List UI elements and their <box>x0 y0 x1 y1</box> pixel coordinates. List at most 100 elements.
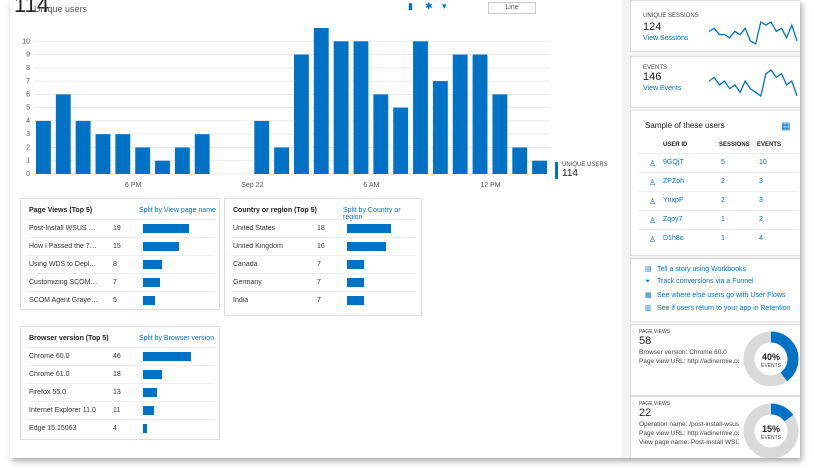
user-row[interactable]: ♙ Zqoy7 1 2 <box>639 210 799 229</box>
action-link[interactable]: ▤ Tell a story using Workbooks <box>645 265 746 273</box>
browser-card: Browser version (Top 5) Split by Browser… <box>20 326 220 440</box>
bar[interactable] <box>135 147 151 174</box>
user-id-link[interactable]: D1h8o <box>663 235 684 242</box>
grid-view-icon[interactable]: ▦ <box>781 121 791 132</box>
bar[interactable] <box>36 120 51 174</box>
bar[interactable] <box>55 94 71 174</box>
bar[interactable] <box>294 54 309 174</box>
user-icon: ♙ <box>649 235 657 244</box>
page_views-row-bar <box>143 296 156 305</box>
user-row[interactable]: ♙ 9GQjT 5 10 <box>639 153 799 172</box>
country-row[interactable]: Canada 7 <box>231 255 417 273</box>
bar[interactable] <box>512 147 528 174</box>
y-tick-label: 5 <box>26 105 30 112</box>
country-row[interactable]: India 7 <box>231 291 417 309</box>
page_views-row-value: 19 <box>113 225 121 232</box>
bar[interactable] <box>452 54 468 174</box>
sparkline-path <box>708 20 798 46</box>
page_views-row[interactable]: SCOM Agent Grayed O... 5 <box>27 291 215 309</box>
country-row[interactable]: United Kingdom 16 <box>231 237 417 255</box>
country-row-value: 16 <box>317 243 325 250</box>
donut-fill <box>743 403 799 458</box>
country-row-bar <box>347 296 365 305</box>
events-value: 146 <box>643 71 662 83</box>
split-by-page-name-link[interactable]: Split by View page name <box>139 207 216 214</box>
bar[interactable] <box>313 28 329 174</box>
browser-row[interactable]: Chrome 60.0 46 <box>27 347 215 365</box>
action-link[interactable]: ⏷ Track conversions via a Funnel <box>645 278 754 286</box>
page_views-row[interactable]: How I Passed the 70-53... 15 <box>27 237 215 255</box>
page_views-row[interactable]: Post-Install WSUS Conf... 19 <box>27 219 215 237</box>
page_views-row[interactable]: Using WDS to Deploy S... 8 <box>27 255 215 273</box>
bar[interactable] <box>155 160 170 174</box>
bar[interactable] <box>115 134 131 174</box>
user-events: 2 <box>759 216 763 223</box>
user-id-link[interactable]: Zqoy7 <box>663 216 683 223</box>
browser-row[interactable]: Chrome 61.0 18 <box>27 365 215 383</box>
bar[interactable] <box>393 107 409 174</box>
country-row[interactable]: Germany 7 <box>231 273 417 291</box>
user-id-link[interactable]: ZPZoh <box>663 178 685 185</box>
bar[interactable] <box>254 120 270 174</box>
browser-row-bar <box>143 388 157 397</box>
chart-options-icon[interactable]: ▮ <box>408 1 413 11</box>
browser-row-label: Chrome 60.0 <box>29 353 70 360</box>
user-row[interactable]: ♙ D1h8o 1 4 <box>639 229 799 248</box>
x-tick-label: 6 PM <box>125 182 142 189</box>
bar[interactable] <box>274 147 289 174</box>
user-row[interactable]: ♙ ZPZoh 2 3 <box>639 172 799 191</box>
col-sessions: SESSIONS <box>719 142 750 148</box>
page_views-row[interactable]: Customizing SCOM Ale... 7 <box>27 273 215 291</box>
unique-users-count: 114 <box>14 0 50 17</box>
browser-row[interactable]: Internet Explorer 11.0 11 <box>27 401 215 419</box>
event-card-detail: Page view URL: http://adinermie.com <box>639 358 739 365</box>
bar[interactable] <box>413 41 428 174</box>
browser-row-value: 18 <box>113 371 121 378</box>
bar[interactable] <box>95 134 111 174</box>
donut-fill <box>743 331 799 387</box>
bar[interactable] <box>75 120 91 174</box>
unique-users-bar-chart: 0 1 2 3 4 5 6 7 8 9 10 6 PM Sep 22 6 AM 12 PM <box>22 28 550 189</box>
donut-percent: 40% <box>762 352 780 362</box>
country-row-bar <box>347 224 391 233</box>
bar[interactable] <box>373 94 389 174</box>
browser-row[interactable]: Firefox 55.0 13 <box>27 383 215 401</box>
pin-icon[interactable]: ▾ <box>442 1 447 11</box>
y-tick-label: 0 <box>26 171 30 178</box>
country-row-label: Germany <box>233 279 262 286</box>
action-link[interactable]: ▥ See if users return to your app in Rete… <box>645 304 790 312</box>
user-row[interactable]: ♙ YnxpF 2 3 <box>639 191 799 210</box>
browser-row[interactable]: Edge 15.15063 4 <box>27 419 215 437</box>
bar[interactable] <box>532 160 547 174</box>
chart-type-toggle[interactable]: Line <box>488 2 536 14</box>
actions-card: ▤ Tell a story using Workbooks ⏷ Track conv… <box>630 258 800 322</box>
view-sessions-link[interactable]: View Sessions <box>643 35 689 42</box>
bar[interactable] <box>333 41 349 174</box>
user-id-link[interactable]: YnxpF <box>663 197 684 204</box>
action-link[interactable]: ▦ See where else users go with User Flows <box>645 291 785 299</box>
bar[interactable] <box>353 41 369 174</box>
user-sessions: 2 <box>721 178 725 185</box>
workbook-icon: ▤ <box>645 266 652 273</box>
user-id-link[interactable]: 9GQjT <box>663 159 684 166</box>
split-by-country-link[interactable]: Split by Country or region <box>343 207 401 221</box>
split-by-browser-link[interactable]: Split by Browser version <box>139 335 215 342</box>
country-row[interactable]: United States 18 <box>231 219 417 237</box>
bar[interactable] <box>432 81 448 174</box>
bar[interactable] <box>492 94 508 174</box>
country-row-value: 7 <box>317 261 321 268</box>
view-events-link[interactable]: View Events <box>643 85 682 92</box>
bar[interactable] <box>194 134 210 174</box>
bar[interactable] <box>174 147 190 174</box>
page_views-row-label: SCOM Agent Grayed O... <box>29 297 99 304</box>
bar[interactable] <box>472 54 488 174</box>
user-icon: ♙ <box>649 159 657 168</box>
main-pane: 114 Unique users ▮ ✱ ▾ Line 0 1 2 3 4 5 6 7 8 9 10… <box>10 0 622 458</box>
page_views-row-label: How I Passed the 70-53... <box>29 243 99 250</box>
settings-gear-icon[interactable]: ✱ <box>425 1 433 11</box>
browser-row-label: Firefox 55.0 <box>29 389 66 396</box>
page_views-row-bar <box>143 224 189 233</box>
x-tick-label: 12 PM <box>480 182 500 189</box>
y-tick-label: 1 <box>26 158 30 165</box>
insights-pane: UNIQUE SESSIONS 124 View Sessions EVENTS… <box>622 0 800 458</box>
